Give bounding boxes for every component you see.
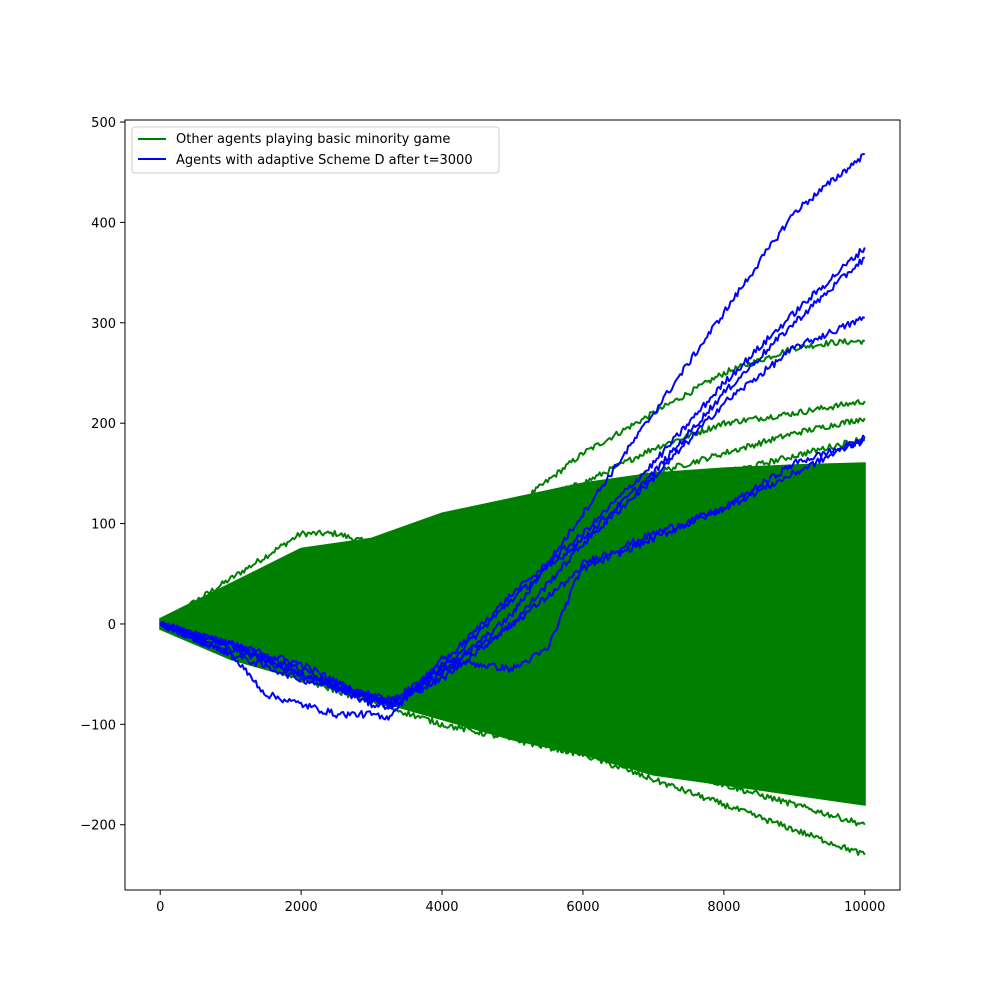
- blue-agent-line-5: [159, 434, 866, 710]
- x-tick-label: 10000: [844, 900, 885, 915]
- blue-agent-line-4: [159, 316, 866, 705]
- legend-box: [131, 126, 500, 174]
- green-agent-line-5: [159, 623, 866, 827]
- y-tick-label: 500: [91, 116, 116, 131]
- blue-agent-line-3: [159, 256, 866, 703]
- x-tick-label: 2000: [285, 900, 318, 915]
- legend-label-other-agents: Other agents playing basic minority game: [176, 132, 450, 147]
- green-agent-line-3: [159, 417, 866, 625]
- y-tick-label: −200: [80, 819, 116, 834]
- x-tick-label: 0: [156, 900, 164, 915]
- x-tick-label: 6000: [566, 900, 599, 915]
- legend-label-adaptive-agents: Agents with adaptive Scheme D after t=30…: [176, 153, 473, 168]
- plot-frame: [124, 119, 901, 891]
- blue-agent-line-6: [159, 439, 865, 721]
- plot-data-layer: [159, 153, 866, 856]
- x-tick-label: 4000: [425, 900, 458, 915]
- y-tick-label: −100: [80, 718, 116, 733]
- y-tick-label: 100: [91, 518, 116, 533]
- green-agent-line-4: [159, 437, 866, 627]
- y-tick-label: 0: [108, 618, 116, 633]
- x-tick-label: 8000: [707, 900, 740, 915]
- y-tick-label: 400: [91, 216, 116, 231]
- axes-layer: 0 2000 4000 6000 8000 10000 −200 −100 0 100 200 300…: [80, 116, 885, 915]
- legend: Other agents playing basic minority game…: [131, 126, 500, 174]
- y-tick-label: 200: [91, 417, 116, 432]
- blue-agent-line-1: [159, 153, 865, 708]
- green-agent-line-7: [160, 622, 866, 803]
- y-tick-label: 300: [91, 317, 116, 332]
